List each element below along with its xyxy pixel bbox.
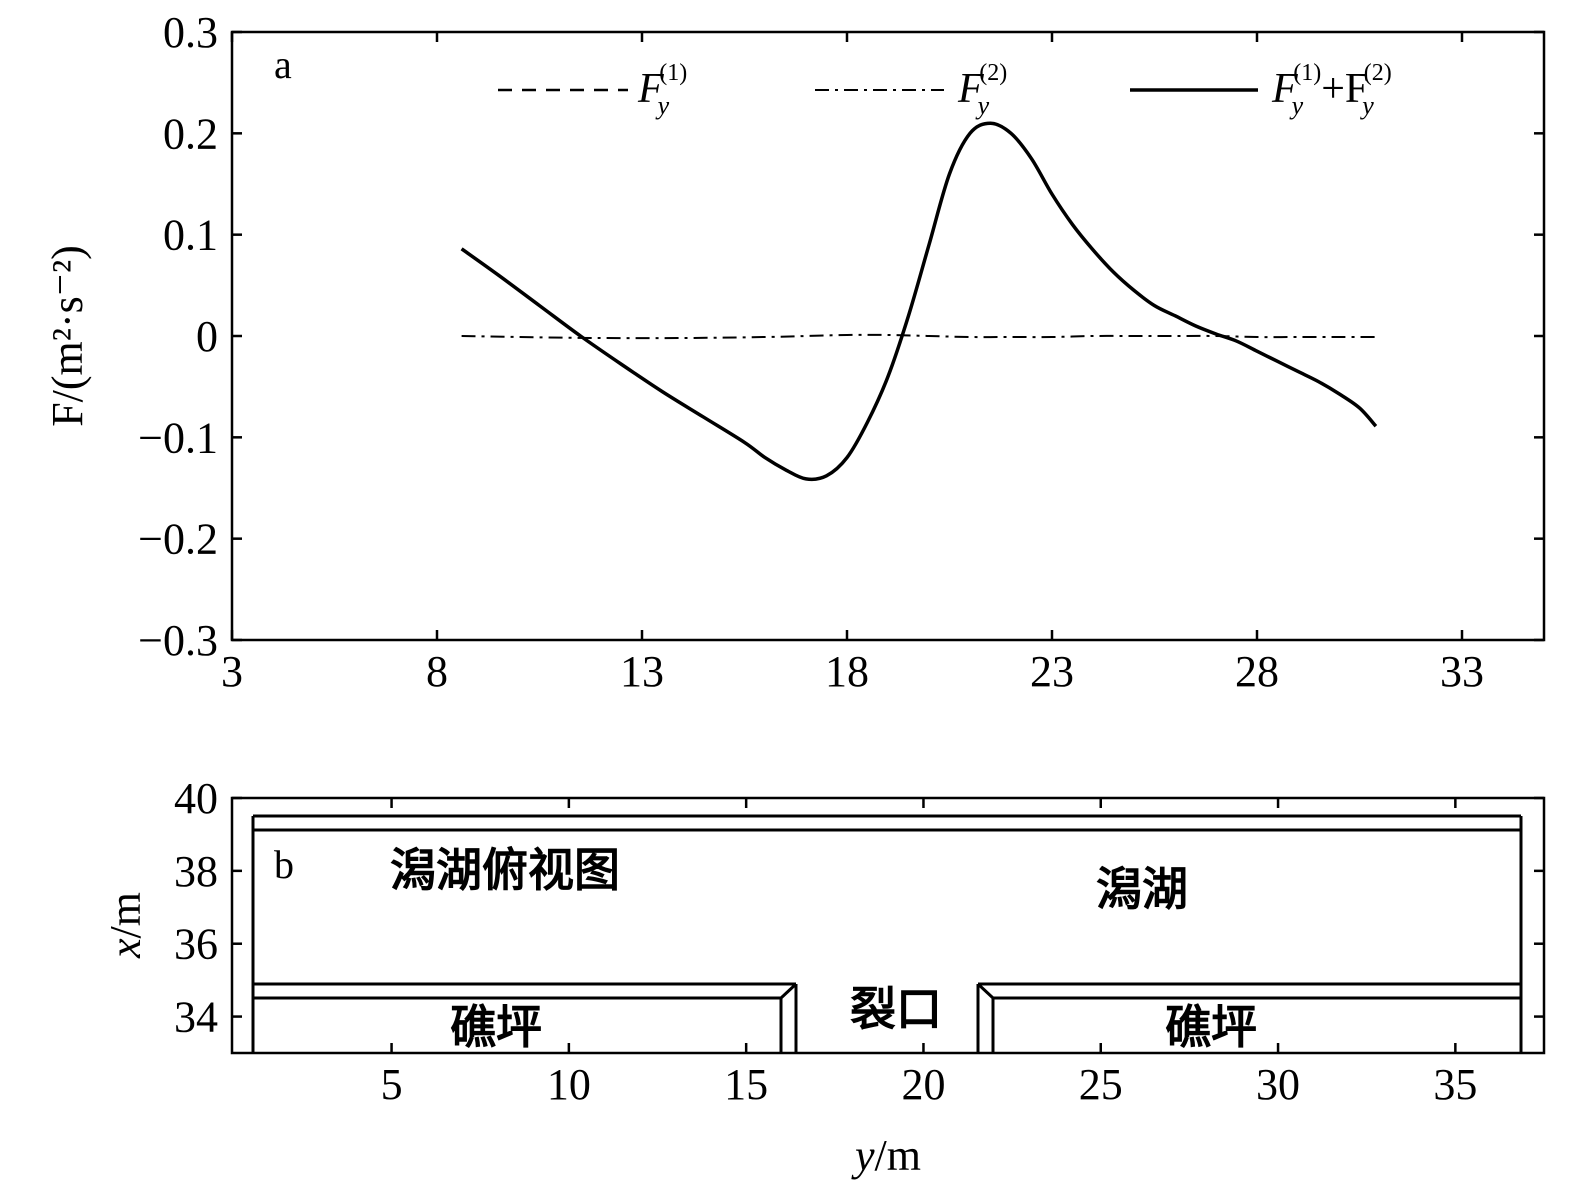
a-x-tick-label: 13 [620,647,664,696]
view-title: 潟湖俯视图 [390,843,620,897]
panel-b-y-axis-var: x [101,938,150,959]
panel-a-label: a [274,42,292,87]
legend: Fy(1) Fy(2) Fy(1)+Fy(2) [498,60,1392,120]
panel-b-x-ticks: 5 10 15 20 25 30 35 [381,798,1477,1109]
b-x-tick-label: 5 [381,1060,403,1109]
reef-left-corner [779,982,798,1000]
panel-b-y-ticks: 40 38 36 34 [174,774,1544,1042]
panel-a-series [460,121,1378,482]
reef-right-label: 礁坪 [1165,1000,1257,1054]
legend-fy1-sup: (1) [659,60,687,86]
lagoon-outline [251,814,1523,1053]
b-x-tick-label: 20 [901,1060,945,1109]
panel-a-y-ticks: 0.3 0.2 0.1 0 −0.1 −0.2 −0.3 [138,8,1544,665]
gap-label: 裂口 [850,982,942,1036]
legend-fy1-sym: F [637,66,664,112]
lagoon-label: 潟湖 [1096,862,1188,916]
legend-fy1-sub: y [655,91,670,120]
panel-b-y-axis-unit: /m [101,892,150,938]
a-x-tick-label: 28 [1235,647,1279,696]
panel-b-y-axis-title: x/m [101,892,150,959]
legend-label-fy2: Fy (2) [957,60,1007,120]
b-x-tick-label: 10 [547,1060,591,1109]
a-y-tick-label: 0.3 [163,8,218,57]
b-y-tick-label: 38 [174,847,218,896]
a-y-tick-label: 0.2 [163,109,218,158]
b-x-tick-label: 15 [724,1060,768,1109]
reef-left-label: 礁坪 [450,1000,542,1054]
legend-fy2-sub: y [975,91,990,120]
b-x-tick-label: 30 [1256,1060,1300,1109]
a-y-tick-label: 0 [196,312,218,361]
legend-fy2-sym: F [957,66,984,112]
series-line-dashdot [461,333,1376,340]
panel-b-x-axis-var: y [851,1131,875,1180]
a-x-tick-label: 33 [1440,647,1484,696]
a-y-tick-label: −0.1 [138,413,218,462]
panel-b-x-axis-unit: /m [875,1131,921,1180]
b-x-tick-label: 35 [1433,1060,1477,1109]
legend-label-sum: Fy(1)+Fy(2) [1271,60,1392,120]
legend-sum-plus: +F [1321,66,1368,112]
b-y-tick-label: 40 [174,774,218,823]
panel-a-x-ticks: 3 8 13 18 23 28 33 [221,32,1484,696]
series-line-solid [460,121,1378,482]
legend-fy2-sup: (2) [979,60,1007,86]
panel-b-frame [230,796,1546,1055]
legend-sum-sup1: (1) [1293,60,1321,86]
a-x-tick-label: 23 [1030,647,1074,696]
panel-a-frame [230,30,1546,642]
a-y-tick-label: −0.2 [138,515,218,564]
legend-sum-sub1: y [1289,91,1304,120]
a-x-tick-label: 3 [221,647,243,696]
reef-right-corner [976,982,995,1000]
panel-a: 3 8 13 18 23 28 33 0.3 0.2 0.1 0 −0.1 −0.2 −0.3 a F/… [43,8,1546,696]
panel-b-x-axis-title: y/m [851,1131,921,1180]
legend-label-fy1: Fy (1) [637,60,687,120]
legend-sum-sym1: F [1271,66,1298,112]
legend-sum-sub2: y [1359,91,1374,120]
a-y-tick-label: 0.1 [163,211,218,260]
legend-sum-sup2: (2) [1364,60,1392,86]
panel-a-y-axis-title: F/(m²·s⁻²) [43,245,92,427]
b-y-tick-label: 34 [174,993,218,1042]
a-x-tick-label: 18 [825,647,869,696]
b-y-tick-label: 36 [174,920,218,969]
a-x-tick-label: 8 [426,647,448,696]
a-y-tick-label: −0.3 [138,616,218,665]
panel-b-label: b [274,842,294,887]
b-x-tick-label: 25 [1079,1060,1123,1109]
